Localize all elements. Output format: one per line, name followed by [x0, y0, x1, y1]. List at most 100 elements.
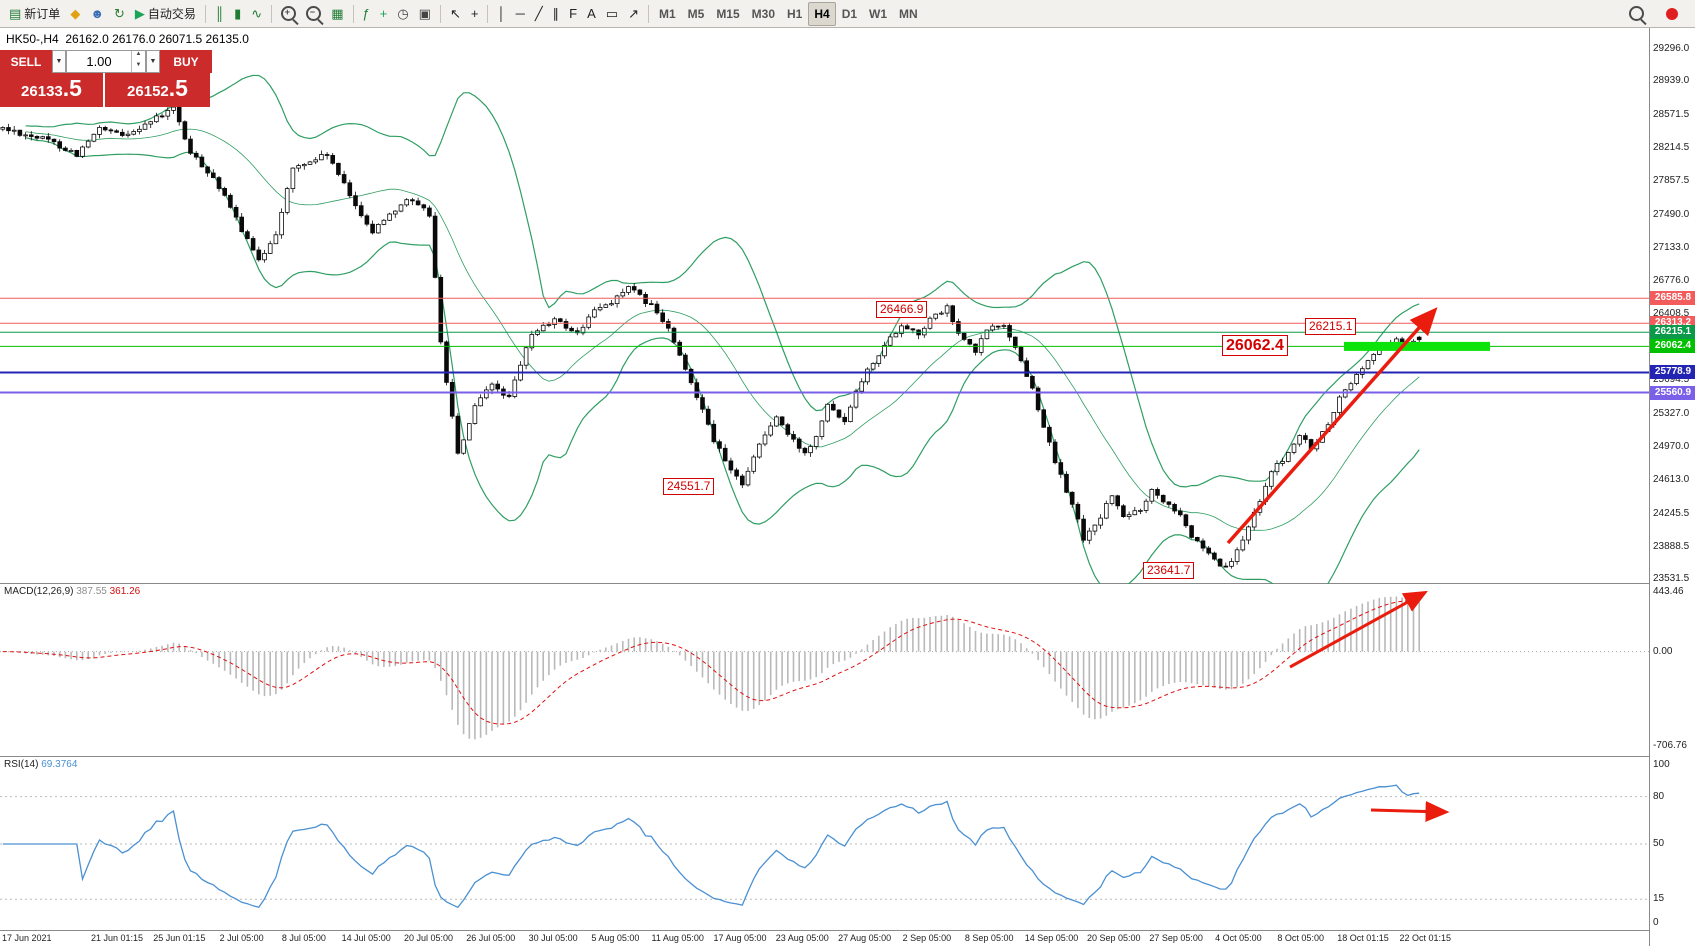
rsi-line [2, 784, 1420, 909]
text-icon[interactable]: A [582, 2, 601, 26]
price-tick-26408.5: 26408.5 [1653, 308, 1690, 320]
trend-arrow-rsi[interactable] [1370, 800, 1450, 822]
refresh-icon[interactable]: ↻ [109, 2, 130, 26]
timeframe-m5-button[interactable]: M5 [682, 2, 711, 26]
timeframe-m15-button[interactable]: M15 [710, 2, 745, 26]
time-label-11: 17 Aug 05:00 [713, 933, 767, 943]
volume-spinner[interactable]: ▲ ▼ [131, 51, 145, 72]
zoom-in-icon[interactable]: + [276, 2, 301, 26]
timeframe-mn-button[interactable]: MN [893, 2, 924, 26]
level-label-26062[interactable]: 26062.4 [1222, 335, 1288, 356]
indicators-icon[interactable]: ƒ [358, 2, 375, 26]
buy-button[interactable]: BUY [160, 50, 212, 73]
ask-price[interactable]: 26152.5 [105, 73, 210, 107]
toolbar-separator [204, 4, 206, 23]
channel-icon-glyph: ∥ [552, 6, 560, 21]
volume-input[interactable] [67, 51, 131, 72]
vertical-line-icon[interactable]: │ [492, 2, 510, 26]
toolbar-separator [271, 4, 273, 23]
volume-up-icon[interactable]: ▲ [135, 51, 142, 57]
chart-properties-icon[interactable]: ▣ [414, 2, 436, 26]
periods-icon[interactable]: ◷ [392, 2, 413, 26]
autotrading-button[interactable]: ▶ 自动交易 [130, 2, 201, 26]
new-order-button[interactable]: ▤ 新订单 [4, 2, 65, 26]
price-tick-27133.0: 27133.0 [1653, 241, 1690, 253]
rsi-axis-100: 100 [1653, 759, 1670, 770]
candlestick-type-icon[interactable]: ▮ [229, 2, 246, 26]
price-tick-28571.5: 28571.5 [1653, 109, 1690, 121]
bid-price[interactable]: 26133.5 [0, 73, 105, 107]
trendline-icon-glyph: ╱ [534, 6, 543, 21]
time-axis[interactable]: 17 Jun 2021 21 Jun 01:15 25 Jun 01:15 2 Jul… [0, 931, 1649, 946]
cursor-icon[interactable]: ↖ [445, 2, 466, 26]
price-tag-26585.8: 26585.8 [1650, 291, 1695, 306]
timeframe-m1-button-label: M1 [658, 6, 676, 21]
timeframe-d1-button[interactable]: D1 [836, 2, 863, 26]
level-label-23641[interactable]: 23641.7 [1143, 562, 1195, 579]
toolbar-separator [487, 4, 489, 23]
time-label-22: 22 Oct 01:15 [1399, 933, 1452, 943]
new-order-button-glyph: ▤ [9, 6, 22, 21]
timeframe-h4-button[interactable]: H4 [808, 1, 836, 26]
level-label-24551[interactable]: 24551.7 [663, 478, 715, 495]
sell-dropdown[interactable]: ▼ [52, 50, 66, 73]
ticket-icon[interactable]: ◆ [65, 2, 85, 26]
crosshair-icon[interactable]: + [466, 2, 484, 26]
refresh-icon-glyph: ↻ [114, 6, 125, 21]
bar-chart-type-icon[interactable]: ║ [210, 2, 229, 26]
macd-main-value: 387.55 [76, 586, 107, 597]
price-chart-canvas[interactable] [0, 28, 1649, 584]
price-tick-27857.5: 27857.5 [1653, 175, 1690, 187]
time-label-5: 14 Jul 05:00 [341, 933, 391, 943]
price-tick-25327.0: 25327.0 [1653, 408, 1690, 420]
line-chart-type-icon[interactable]: ∿ [246, 2, 267, 26]
horizontal-line-icon[interactable]: ─ [511, 2, 530, 26]
time-label-12: 23 Aug 05:00 [775, 933, 829, 943]
add-chart-icon[interactable]: + [375, 2, 393, 26]
rsi-axis-50: 50 [1653, 838, 1665, 849]
fibonacci-icon[interactable]: F [564, 2, 582, 26]
trend-arrow-main[interactable] [1226, 307, 1438, 545]
trend-arrow-macd[interactable] [1289, 590, 1428, 669]
buy-dropdown[interactable]: ▼ [146, 50, 160, 73]
indicators-icon-glyph: ƒ [362, 6, 370, 21]
timeframe-m30-button-label: M30 [751, 6, 775, 21]
search-icon[interactable] [1624, 2, 1649, 26]
record-icon[interactable] [1661, 2, 1683, 26]
profile-icon[interactable]: ☻ [85, 2, 109, 26]
channel-icon[interactable]: ∥ [548, 2, 565, 26]
volume-down-icon[interactable]: ▼ [135, 61, 142, 68]
rsi-label: RSI(14) 69.3764 [4, 759, 77, 770]
price-tick-26776.0: 26776.0 [1653, 274, 1690, 286]
label-icon[interactable]: ▭ [601, 2, 623, 26]
rsi-indicator-panel[interactable]: RSI(14) 69.3764 [0, 757, 1649, 931]
autotrading-button-glyph: ▶ [134, 6, 145, 21]
sell-button[interactable]: SELL [0, 50, 52, 73]
timeframe-h1-button[interactable]: H1 [781, 2, 808, 26]
macd-title: MACD(12,26,9) [4, 586, 74, 597]
highlight-zone[interactable] [1344, 341, 1490, 351]
price-chart-panel[interactable]: HK50-,H4 26162.0 26176.0 26071.5 26135.0… [0, 28, 1649, 584]
search-icon-glass [1629, 6, 1644, 21]
macd-canvas[interactable] [0, 584, 1649, 757]
timeframe-m1-button[interactable]: M1 [653, 2, 682, 26]
rsi-canvas[interactable] [0, 757, 1649, 931]
timeframe-m30-button[interactable]: M30 [746, 2, 781, 26]
level-label-26466[interactable]: 26466.9 [876, 301, 928, 318]
price-tick-23888.5: 23888.5 [1653, 540, 1690, 552]
level-label-26215[interactable]: 26215.1 [1305, 318, 1357, 335]
price-axis[interactable]: 29296.0 28939.0 28571.5 28214.5 27857.5 27490… [1649, 28, 1695, 946]
toolbar: ▤ 新订单 ◆ ☻ ↻ ▶ 自动交易 ║ ▮ ∿ + − ▦ ƒ + ◷ ▣ ↖ + │ ─ ╱ ∥ F A ▭ ↗ M1 M5 M15 M… [0, 0, 1695, 28]
macd-indicator-panel[interactable]: MACD(12,26,9) 387.55 361.26 [0, 584, 1649, 757]
zoom-out-icon[interactable]: − [301, 2, 326, 26]
ticket-icon-glyph: ◆ [70, 6, 81, 21]
price-tag-25560.9: 25560.9 [1650, 385, 1695, 400]
time-label-6: 20 Jul 05:00 [403, 933, 454, 943]
macd-axis-443.46: 443.46 [1653, 586, 1684, 598]
tile-windows-icon[interactable]: ▦ [326, 2, 348, 26]
toolbar-separator [439, 4, 441, 23]
trendline-icon[interactable]: ╱ [530, 2, 548, 26]
arrows-tool-icon[interactable]: ↗ [623, 2, 644, 26]
timeframe-w1-button[interactable]: W1 [863, 2, 893, 26]
volume-box: ▲ ▼ [66, 50, 146, 73]
